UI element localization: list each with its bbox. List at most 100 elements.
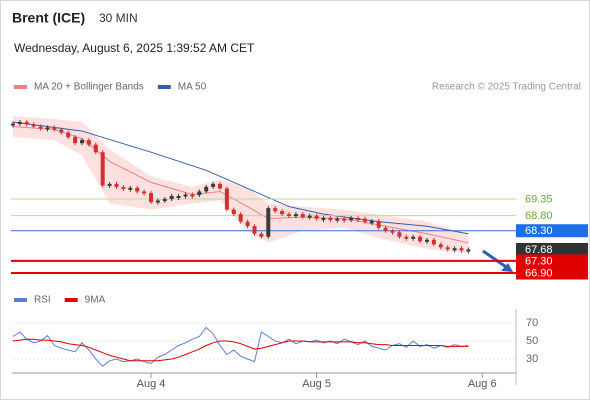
- candle: [79, 140, 84, 144]
- candle: [183, 194, 188, 197]
- candle: [390, 230, 395, 233]
- candle: [418, 236, 423, 242]
- candle: [459, 248, 464, 251]
- candle: [114, 183, 119, 187]
- candle: [424, 239, 429, 242]
- candle: [17, 122, 22, 125]
- candle: [66, 132, 71, 138]
- candle: [162, 199, 167, 202]
- candle: [217, 183, 222, 189]
- candle: [307, 215, 312, 218]
- indicator-line: [12, 326, 469, 367]
- legend-label: MA 50: [178, 82, 207, 93]
- candle: [293, 214, 298, 217]
- candle: [369, 221, 374, 224]
- candle: [328, 218, 333, 221]
- candle: [376, 221, 381, 228]
- instrument-title: Brent (ICE): [12, 10, 85, 26]
- candle: [355, 218, 360, 221]
- candle: [273, 208, 278, 212]
- candle: [259, 233, 264, 237]
- x-tick-label: Aug 5: [302, 378, 331, 390]
- credit: Research © 2025 Trading Central: [432, 82, 581, 93]
- candle: [59, 129, 64, 133]
- candle: [86, 140, 91, 145]
- price-level-label: 67.68: [525, 244, 553, 256]
- price-level-label: 67.30: [525, 255, 553, 267]
- candle: [362, 218, 367, 222]
- candle: [24, 122, 29, 125]
- candle: [438, 244, 443, 248]
- price-level-box: [516, 242, 588, 256]
- legend-label: RSI: [34, 295, 51, 306]
- candle: [231, 209, 236, 215]
- x-tick-label: Aug 6: [468, 378, 497, 390]
- indicator-line: [12, 338, 469, 362]
- forecast-arrowhead: [501, 263, 513, 272]
- candle: [342, 218, 347, 221]
- legend-swatch: [14, 85, 27, 89]
- legend-swatch: [157, 85, 171, 89]
- candle: [431, 239, 436, 245]
- candle: [11, 123, 15, 126]
- candle: [335, 218, 340, 221]
- price-level-label: 66.90: [525, 267, 553, 279]
- candle: [100, 152, 105, 186]
- legend-swatch: [14, 298, 27, 302]
- y-tick-label: 30: [526, 353, 538, 365]
- candle: [204, 186, 209, 192]
- candle: [397, 232, 402, 237]
- price-level-box: [516, 266, 588, 280]
- candle: [31, 124, 36, 127]
- candle: [135, 187, 140, 192]
- candle: [411, 236, 416, 239]
- y-tick-label: 70: [526, 317, 538, 329]
- y-tick-label: 50: [526, 335, 538, 347]
- candle: [404, 236, 409, 239]
- candle: [52, 127, 57, 130]
- candle: [245, 221, 250, 227]
- candle: [190, 194, 195, 197]
- candle: [45, 127, 50, 130]
- candle: [280, 211, 285, 215]
- x-tick-label: Aug 4: [137, 378, 166, 390]
- interval: 30 MIN: [99, 11, 138, 25]
- price-level-label: 69.35: [525, 193, 553, 205]
- candle: [314, 215, 319, 219]
- candle: [252, 226, 257, 234]
- candle: [93, 144, 98, 153]
- candle: [107, 183, 112, 186]
- candle: [445, 247, 450, 250]
- candle: [73, 137, 78, 144]
- timestamp: Wednesday, August 6, 2025 1:39:52 AM CET: [14, 41, 255, 55]
- price-level-label: 68.30: [525, 225, 553, 237]
- candle: [142, 191, 147, 194]
- candle: [38, 126, 43, 129]
- legend-swatch: [64, 298, 78, 302]
- candle: [238, 214, 243, 222]
- candle: [155, 200, 160, 203]
- candle: [383, 227, 388, 231]
- price-level-label: 68.80: [525, 210, 553, 222]
- candle: [148, 192, 153, 203]
- candle: [452, 248, 457, 251]
- candle: [197, 191, 202, 196]
- candle: [321, 218, 326, 221]
- candle: [128, 187, 133, 190]
- candle: [349, 218, 354, 221]
- legend-label: 9MA: [85, 295, 106, 306]
- candle: [176, 196, 181, 198]
- price-level-box: [516, 224, 588, 238]
- candle: [224, 188, 229, 210]
- candle: [121, 186, 126, 189]
- candle: [169, 196, 174, 200]
- candle: [211, 183, 216, 187]
- candle: [266, 208, 271, 237]
- moving-average: [12, 121, 469, 235]
- legend-label: MA 20 + Bollinger Bands: [34, 82, 144, 93]
- candle: [300, 214, 305, 218]
- candle: [466, 249, 471, 252]
- candle: [286, 214, 291, 217]
